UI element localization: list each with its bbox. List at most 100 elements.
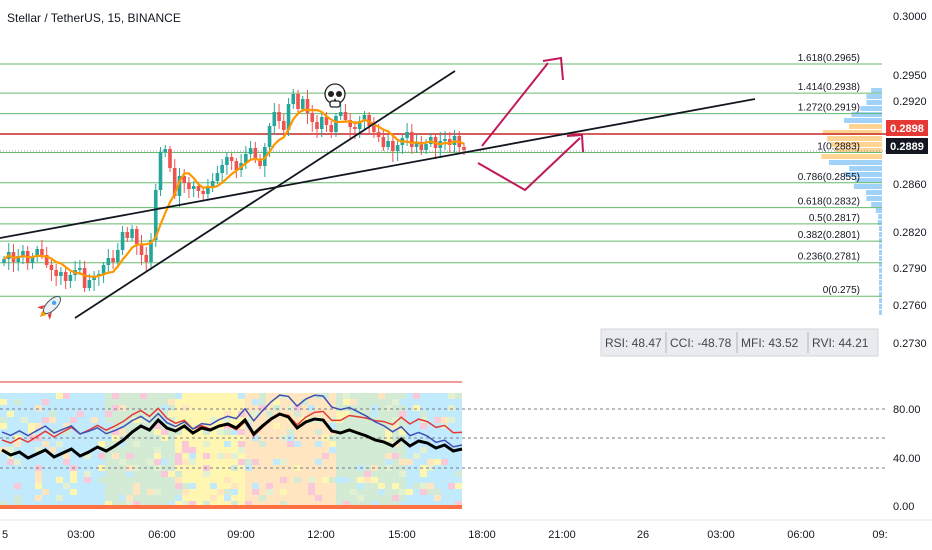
projection-arrow-up[interactable]	[481, 56, 564, 147]
heatmap-cell	[105, 477, 112, 483]
heatmap-cell	[147, 417, 154, 423]
heatmap-cell	[308, 429, 315, 435]
candle	[362, 115, 367, 121]
ascending-trendline[interactable]	[74, 70, 456, 319]
heatmap-cell	[315, 399, 322, 405]
heatmap-cell	[364, 417, 371, 423]
heatmap-cell	[70, 453, 77, 459]
heatmap-cell	[63, 441, 70, 447]
heatmap-cell	[406, 429, 413, 435]
heatmap-cell	[385, 423, 392, 429]
heatmap-cell	[91, 465, 98, 471]
heatmap-cell	[63, 429, 70, 435]
heatmap-cell	[63, 405, 70, 411]
heatmap-cell	[238, 417, 245, 423]
heatmap-cell	[168, 453, 175, 459]
heatmap-cell	[77, 477, 84, 483]
oscillator-pane[interactable]: 80.00 40.00 0.00	[0, 381, 921, 513]
heatmap-cell	[168, 435, 175, 441]
heatmap-cell	[413, 477, 420, 483]
heatmap-cell	[210, 423, 217, 429]
heatmap-cell	[252, 453, 259, 459]
volume-profile-bar	[877, 220, 882, 225]
candle	[447, 139, 452, 145]
heatmap-cell	[280, 471, 287, 477]
heatmap-cell	[420, 459, 427, 465]
time-axis[interactable]: 5 03:00 06:00 09:00 12:00 15:00 18:00 21:00 26 03…	[2, 529, 888, 541]
heatmap-cell	[406, 393, 413, 399]
heatmap-cell	[245, 459, 252, 465]
heatmap-cell	[238, 501, 245, 507]
heatmap-cell	[406, 405, 413, 411]
candle	[405, 132, 409, 138]
heatmap-cell	[168, 477, 175, 483]
heatmap-cell	[70, 459, 77, 465]
heatmap-cell	[140, 489, 147, 495]
heatmap-cell	[203, 489, 210, 495]
heatmap-cell	[371, 495, 378, 501]
heatmap-cell	[301, 453, 308, 459]
projection-arrow-zigzag[interactable]	[477, 133, 584, 192]
heatmap-cell	[112, 459, 119, 465]
heatmap-cell	[49, 441, 56, 447]
heatmap-cell	[21, 417, 28, 423]
heatmap-cell	[231, 501, 238, 507]
heatmap-cell	[427, 399, 434, 405]
heatmap-cell	[385, 471, 392, 477]
heatmap-cell	[84, 423, 91, 429]
heatmap-cell	[434, 471, 441, 477]
heatmap-cell	[105, 411, 112, 417]
heatmap-cell	[273, 453, 280, 459]
heatmap-cell	[14, 465, 21, 471]
heatmap-cell	[105, 495, 112, 501]
heatmap-cell	[392, 435, 399, 441]
heatmap-cell	[273, 417, 280, 423]
heatmap-cell	[56, 489, 63, 495]
heatmap-cell	[133, 435, 140, 441]
heatmap-cell	[35, 495, 42, 501]
heatmap-cell	[420, 465, 427, 471]
heatmap-cell	[399, 483, 406, 489]
heatmap-cell	[301, 447, 308, 453]
heatmap-cell	[210, 459, 217, 465]
heatmap-cell	[364, 495, 371, 501]
heatmap-cell	[287, 429, 294, 435]
heatmap-cell	[70, 495, 77, 501]
heatmap-cell	[441, 447, 448, 453]
heatmap-cell	[224, 429, 231, 435]
heatmap-cell	[392, 477, 399, 483]
heatmap-cell	[329, 399, 336, 405]
heatmap-cell	[266, 501, 273, 507]
candle	[158, 152, 163, 190]
heatmap-cell	[378, 471, 385, 477]
heatmap-cell	[182, 393, 189, 399]
heatmap-cell	[203, 393, 210, 399]
heatmap-cell	[28, 399, 35, 405]
heatmap-cell	[266, 489, 273, 495]
heatmap-cell	[371, 471, 378, 477]
heatmap-cell	[182, 435, 189, 441]
heatmap-cell	[350, 441, 357, 447]
heatmap-cell	[441, 393, 448, 399]
heatmap-cell	[154, 399, 161, 405]
heatmap-cell	[175, 471, 182, 477]
heatmap-cell	[336, 501, 343, 507]
heatmap-cell	[441, 417, 448, 423]
heatmap-cell	[301, 417, 308, 423]
heatmap-cell	[427, 423, 434, 429]
candle	[300, 99, 305, 109]
heatmap-cell	[322, 399, 329, 405]
heatmap-cell	[287, 411, 294, 417]
heatmap-cell	[49, 423, 56, 429]
heatmap-cell	[357, 429, 364, 435]
heatmap-cell	[42, 411, 49, 417]
candle	[225, 157, 229, 165]
heatmap-cell	[119, 483, 126, 489]
heatmap-cell	[147, 423, 154, 429]
heatmap-cell	[287, 489, 294, 495]
lower-trendline[interactable]	[0, 98, 756, 239]
heatmap-cell	[210, 411, 217, 417]
candle	[120, 232, 125, 250]
heatmap-cell	[140, 501, 147, 507]
